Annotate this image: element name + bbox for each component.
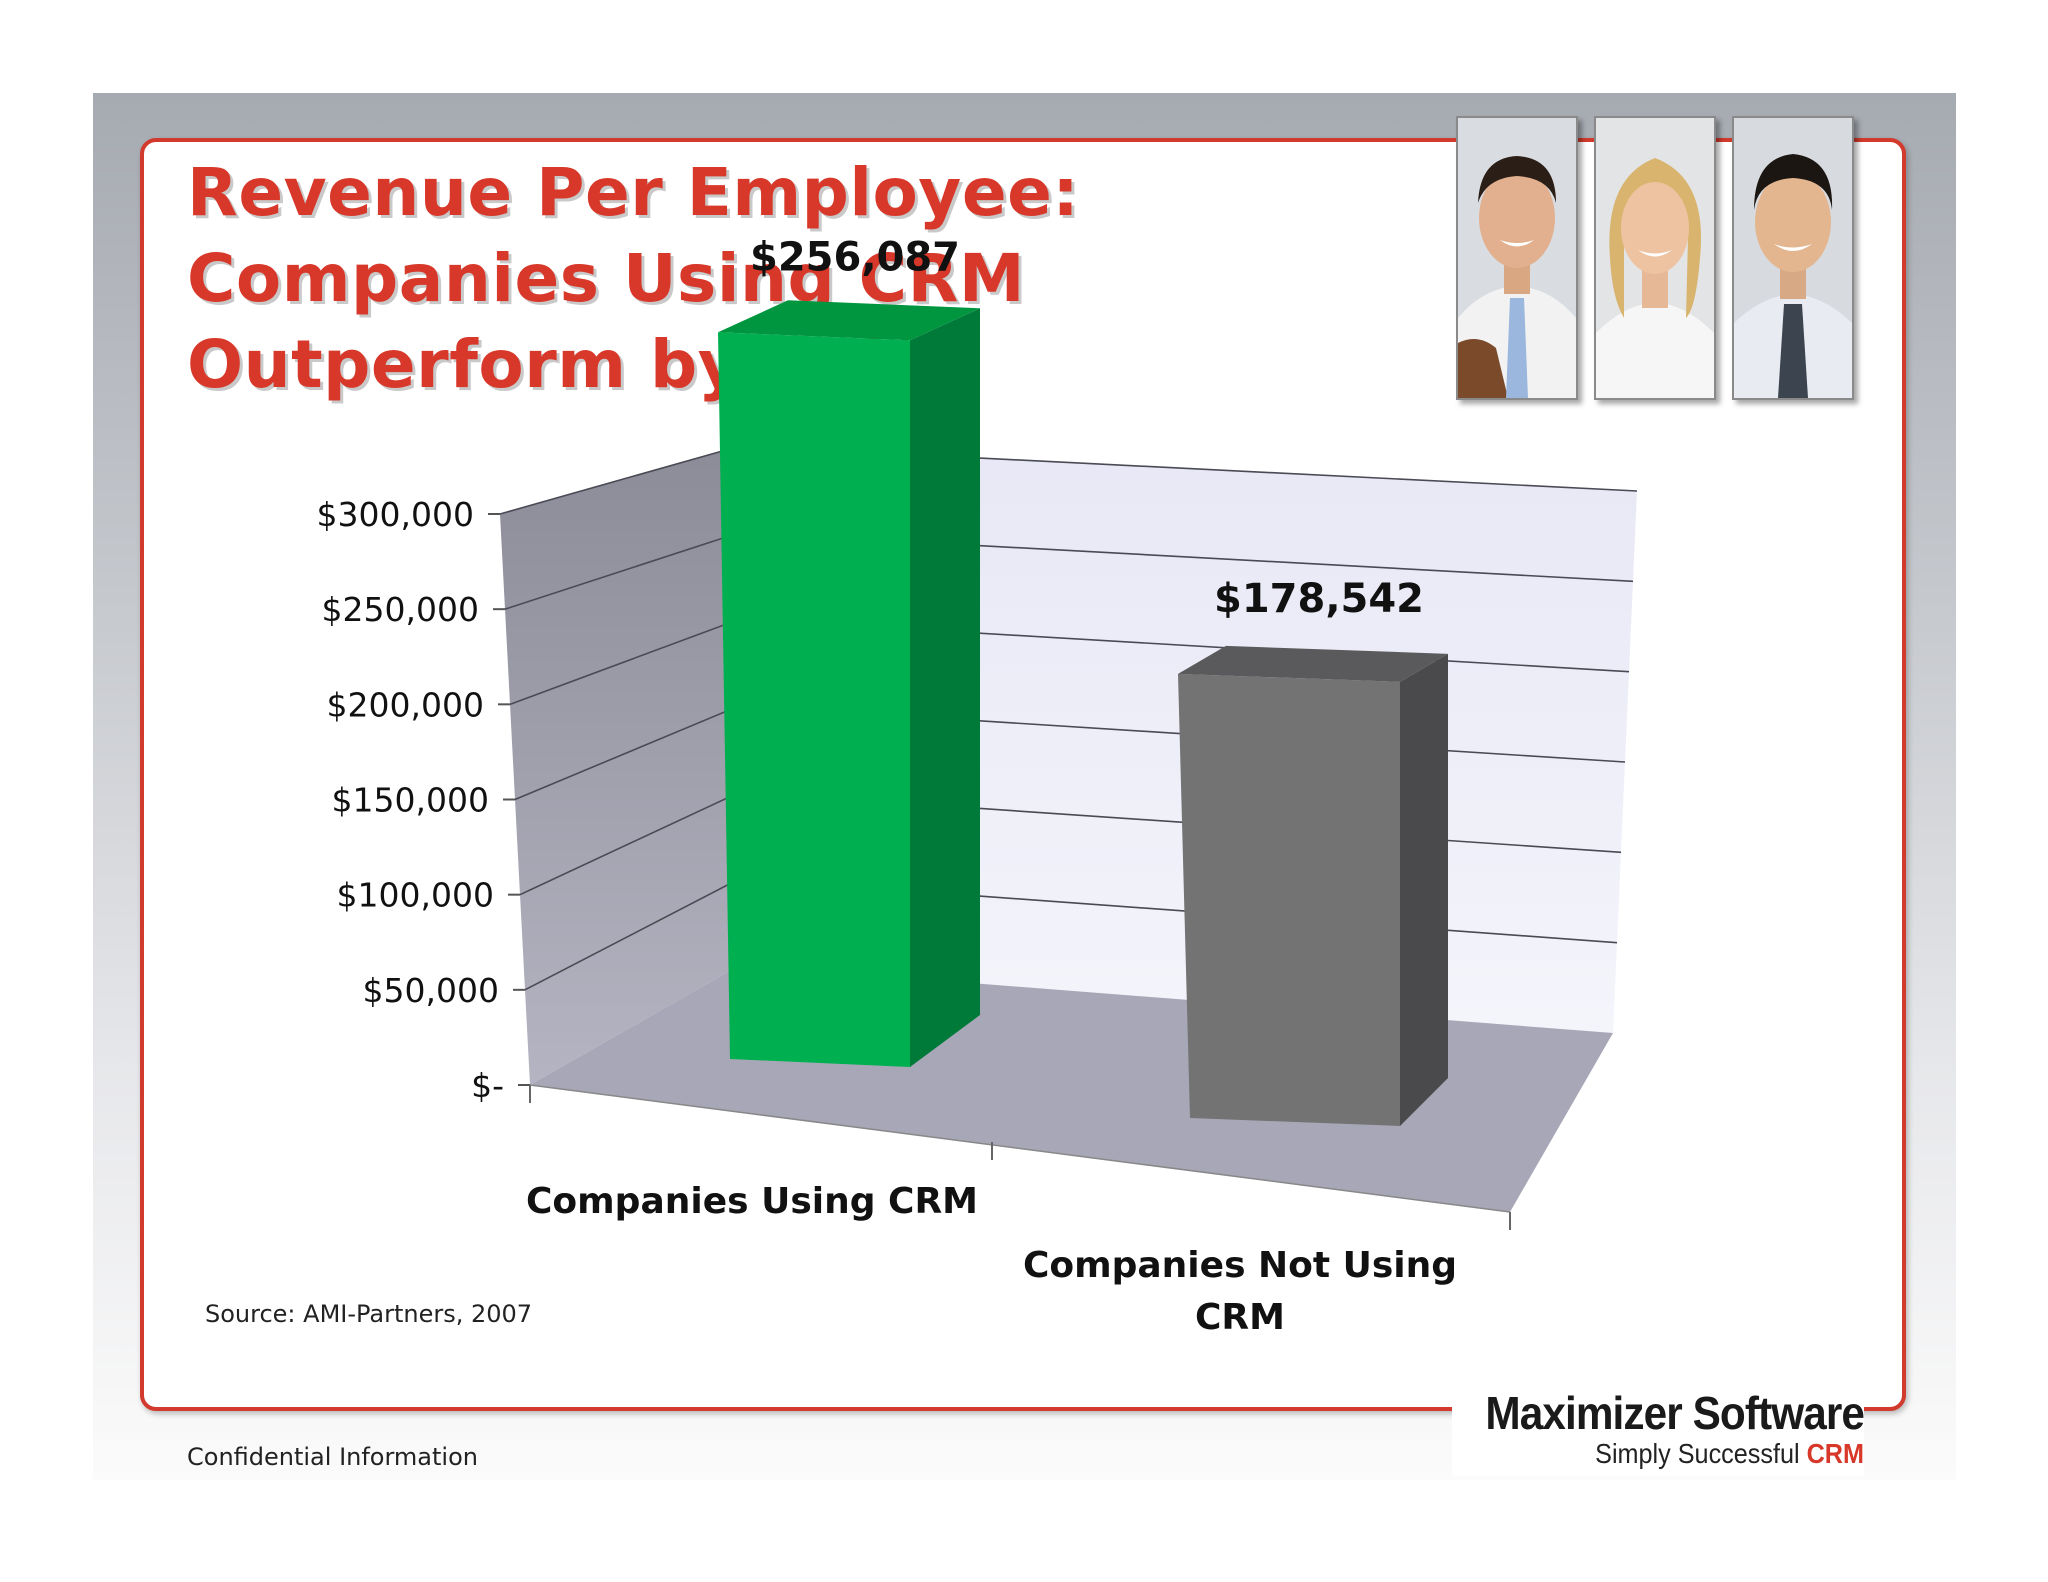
source-note: Source: AMI-Partners, 2007 — [205, 1300, 533, 1328]
slide-title: Revenue Per Employee: Companies Using CR… — [187, 150, 1387, 408]
logo-name: Maximizer Software — [1485, 1387, 1864, 1439]
y-tick-label: $50,000 — [363, 971, 499, 1010]
title-line-1: Revenue Per Employee: — [187, 154, 1080, 231]
confidential-footer: Confidential Information — [187, 1443, 478, 1471]
bar-front — [1178, 673, 1400, 1126]
people-photos — [1456, 116, 1860, 406]
data-label: $256,087 — [750, 234, 960, 280]
category-label: Companies Not Using — [1023, 1245, 1457, 1286]
logo-tagline-text: Simply Successful — [1595, 1438, 1800, 1469]
y-tick-label: $200,000 — [327, 685, 484, 724]
y-tick-label: $250,000 — [322, 590, 479, 629]
y-axis-ticks: $- $50,000 $100,000 $150,000 $200,000 $250,00… — [317, 495, 530, 1105]
bar-top — [1178, 645, 1448, 682]
y-tick-label: $150,000 — [332, 781, 489, 820]
y-tick-label: $100,000 — [337, 876, 494, 915]
bar-side — [910, 308, 980, 1067]
chart-side-wall — [500, 446, 740, 1085]
y-tick-label: $- — [471, 1066, 504, 1105]
photo-man-1 — [1456, 116, 1578, 400]
photo-woman — [1594, 116, 1716, 400]
x-axis-ticks — [529, 1084, 1511, 1230]
y-tick-label: $300,000 — [317, 495, 474, 534]
category-labels: Companies Using CRM Companies Not Using CR… — [526, 1181, 1457, 1338]
chart-bars — [718, 300, 1448, 1126]
logo-tagline: Simply Successful CRM — [1493, 1438, 1864, 1470]
x-axis-line — [529, 1084, 1511, 1213]
data-labels: $256,087 $178,542 — [750, 234, 1424, 622]
logo-crm: CRM — [1806, 1438, 1864, 1469]
category-label: CRM — [1195, 1297, 1285, 1338]
category-label: Companies Using CRM — [526, 1181, 978, 1222]
title-line-2: Companies Using CRM — [187, 240, 1026, 317]
company-logo: Maximizer Software Simply Successful CRM — [1452, 1387, 1865, 1476]
bar-side — [1400, 653, 1448, 1126]
bar-front — [718, 332, 910, 1067]
bar-top — [718, 300, 980, 341]
data-label: $178,542 — [1214, 576, 1424, 622]
photo-man-2 — [1732, 116, 1854, 400]
